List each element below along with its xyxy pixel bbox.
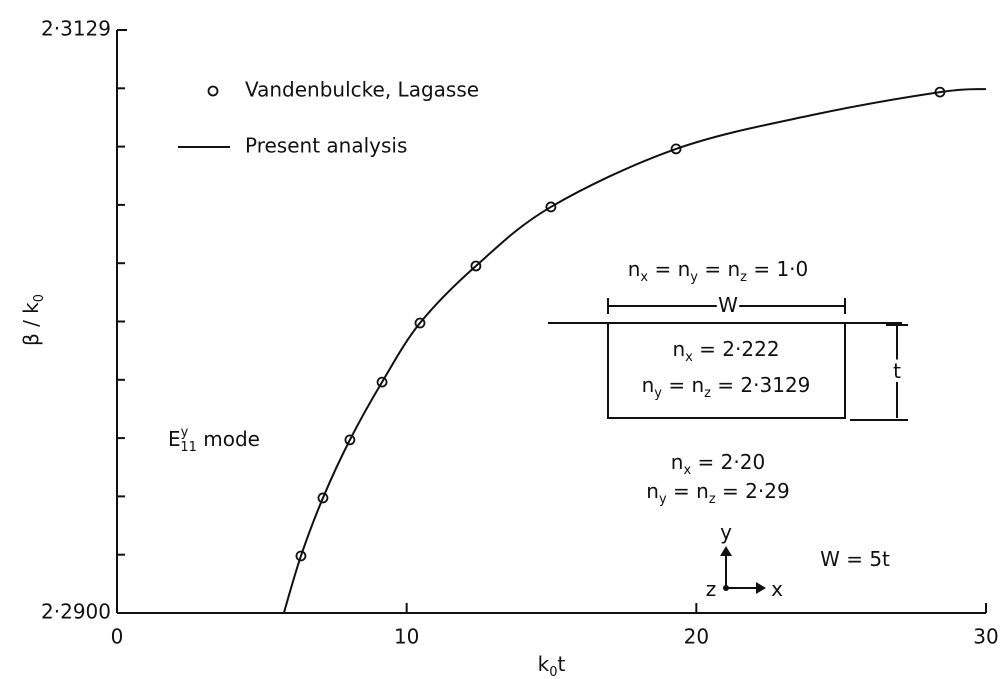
subscript: z [740, 270, 747, 285]
subscript: y [659, 492, 667, 507]
arrow-head [756, 582, 766, 594]
text-part: = 1·0 [747, 257, 808, 281]
text-part: x [771, 577, 783, 601]
curve [282, 88, 987, 614]
text-part: mode [197, 427, 260, 451]
text-part: t [893, 359, 901, 383]
text-part: z [706, 577, 717, 601]
subscript: x [683, 463, 691, 478]
x-tick-label: 0 [111, 625, 124, 649]
label: nx = 2·20 [671, 450, 765, 478]
subscript: y [654, 386, 662, 401]
subscript: x [640, 270, 648, 285]
label: x [771, 577, 783, 601]
subscript: x [685, 350, 693, 365]
text-part: = 2·29 [716, 479, 790, 503]
label: ny = nz = 2·29 [646, 479, 789, 507]
legend-label: Vandenbulcke, Lagasse [245, 78, 479, 102]
text-part: = n [662, 373, 704, 397]
text-part: W [718, 293, 738, 317]
x-tick-label: 20 [684, 625, 709, 649]
arrow-head [720, 546, 732, 556]
label: nx = ny = nz = 1·0 [628, 257, 809, 285]
label: y [720, 520, 732, 544]
text-part: = n [648, 257, 690, 281]
text-part: n [672, 337, 685, 361]
label: W [718, 293, 738, 317]
legend-label: Present analysis [245, 134, 407, 158]
x-tick-label: 30 [973, 625, 998, 649]
label: ny = nz = 2·3129 [642, 373, 811, 401]
superscript: y [181, 425, 189, 440]
subscript: z [704, 386, 711, 401]
text-part: t [558, 652, 566, 676]
label: W = 5t [820, 547, 890, 571]
text-part: y [720, 520, 732, 544]
text-part: β / k [19, 302, 43, 346]
text-part: = n [667, 479, 709, 503]
label: t [893, 359, 901, 383]
text-part: n [646, 479, 659, 503]
text-part: = 2·20 [691, 450, 765, 474]
text-part: = 2·3129 [711, 373, 810, 397]
subscript: y [690, 270, 698, 285]
core-box [607, 322, 846, 419]
legend-marker [207, 85, 219, 97]
label: nx = 2·222 [672, 337, 779, 365]
x-tick-label: 10 [394, 625, 419, 649]
text-part: E [168, 427, 181, 451]
text-part: n [671, 450, 684, 474]
y-tick-label: 2·2900 [41, 600, 111, 624]
label: z [706, 577, 717, 601]
text-part: = 2·222 [693, 337, 780, 361]
text-part: n [642, 373, 655, 397]
label: Ey 11 mode [168, 425, 260, 455]
text-part: n [628, 257, 641, 281]
subscript: 11 [180, 440, 197, 455]
label: k0t [538, 652, 566, 679]
subscript: z [709, 492, 716, 507]
subscript: 0 [32, 294, 47, 302]
text-part: k [538, 652, 550, 676]
text-part: = n [698, 257, 740, 281]
subscript: 0 [549, 665, 557, 679]
label: β / k0 [19, 294, 47, 346]
coord-origin [723, 585, 729, 591]
y-tick-label: 2·3129 [41, 17, 111, 41]
text-part: W = 5t [820, 547, 890, 571]
